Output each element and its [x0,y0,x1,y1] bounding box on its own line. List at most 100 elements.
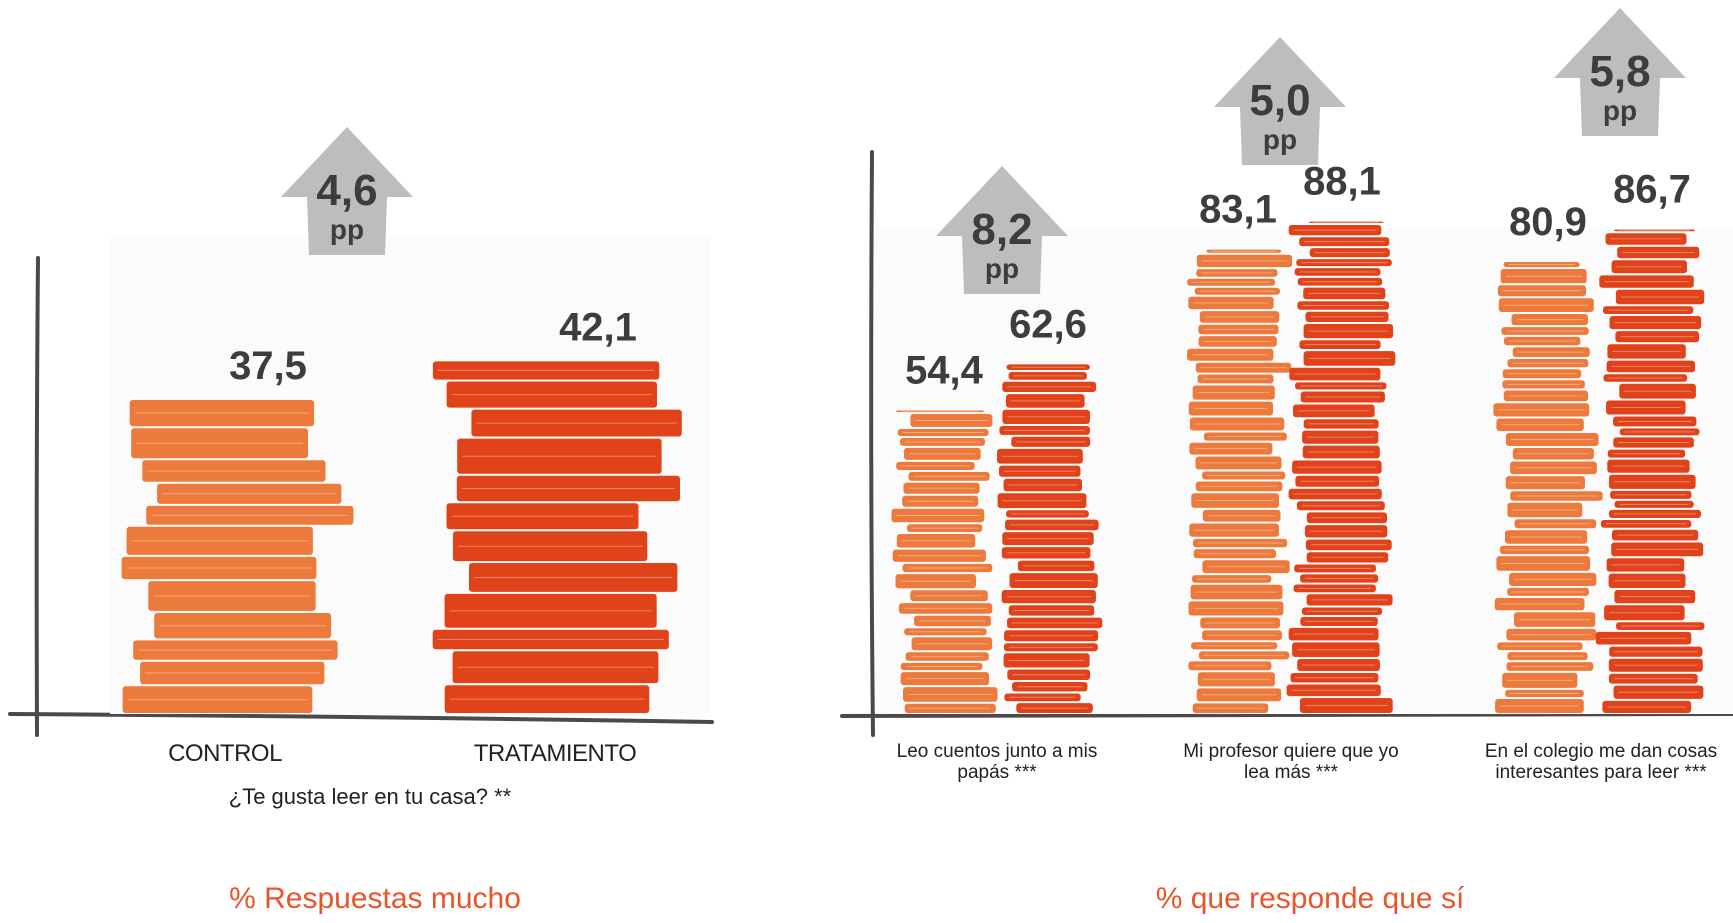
right-value-label-2-1: 86,7 [1613,167,1691,211]
right-bar-group2-series0-book [1499,545,1589,555]
right-bar-group1-series1-book [1294,564,1376,573]
right-bar-group1-series1-book [1293,584,1376,593]
right-bar-group1-series1-book [1308,221,1384,223]
right-bar-group1-series1-book [1288,488,1382,500]
right-bar-group2-series1-book [1610,490,1692,499]
right-bar-group0-series1-book [1004,693,1081,702]
right-bar-group0-series1-book [999,426,1090,435]
right-diff-arrow-1-value: 5,0 [1249,76,1310,125]
right-bar-group1-series0-book [1192,385,1275,400]
right-bar-group1-series1-book [1305,539,1392,551]
right-bar-group2-series1-book [1612,529,1699,541]
right-bar-group2-series1-book [1603,374,1688,382]
category-label-mi-profesor-line1: Mi profesor quiere que yo [1183,741,1399,762]
left-chart: 37,5 42,1 4,6pp [8,127,714,737]
left-bar-tratamiento-book [446,381,657,408]
left-bar-tratamiento-book [469,563,678,592]
right-bar-group0-series0-book [892,549,986,562]
right-bar-group0-series1-book [1003,653,1090,668]
right-bar-group2-series0-book [1497,642,1583,651]
right-bar-group2-series0-book [1503,390,1588,402]
right-bar-group1-series0-book [1206,249,1282,253]
right-bar-group1-series1-book [1306,594,1393,606]
right-bar-group2-series1-book [1607,344,1686,359]
right-bar-group2-series1-book [1606,360,1695,373]
left-bar-control-book [121,556,317,580]
right-bar-group0-series1-book [1004,630,1099,642]
right-bar-group1-series0-book [1198,651,1290,660]
left-y-axis [34,256,40,737]
left-bar-control-book [131,428,308,459]
left-bar-control-book [157,483,342,504]
right-bar-group1-series0-book [1187,348,1274,361]
left-diff-arrow: 4,6pp [281,127,413,255]
right-bar-group1-series0-book [1202,509,1281,522]
right-bar-group0-series1 [997,364,1103,713]
right-bar-group1-series1-book [1299,340,1381,349]
right-bar-group1-series0-book [1195,481,1283,492]
right-bar-group2-series0-book [1505,530,1588,544]
right-bar-group1-series0-book [1195,362,1292,373]
right-bar-group2-series1-book [1608,509,1701,518]
right-bar-group1-series0-book [1191,493,1279,508]
left-bar-tratamiento-book [444,685,650,713]
right-bar-group1-series1-book [1300,617,1378,626]
right-bar-group2-series1-book [1595,631,1692,645]
right-bar-group0-series1-book [1002,381,1097,392]
right-bar-group2-series1-book [1608,673,1698,684]
right-bar-group2-series0-book [1507,652,1588,661]
left-bar-tratamiento-book [471,409,682,437]
right-footer: % que responde que sí [1100,882,1520,916]
right-bar-group1-series0-book [1191,642,1278,650]
right-bar-group2-series0-book [1502,672,1578,688]
right-bar-group2-series1-book [1599,275,1694,288]
right-bar-group2-series0-book [1498,298,1594,312]
right-bar-group1-series0-book [1192,703,1269,713]
right-bar-group2-series1-book [1613,437,1694,448]
right-bar-group2-series0-book [1512,448,1594,460]
right-bar-group1-series0-book [1197,374,1274,384]
right-value-label-1-0: 83,1 [1199,188,1277,232]
right-bar-group1-series1-book [1303,419,1379,429]
right-bar-group0-series0-book [891,508,985,523]
right-diff-arrow-0: 8,2pp [936,166,1068,294]
right-bar-group0-series1-book [997,448,1083,464]
right-bar-group0-series1-book [1006,364,1090,370]
right-bar-group2-series0-book [1496,418,1584,431]
right-bar-group1-series1-book [1289,367,1381,381]
right-bar-group0-series0-book [900,672,990,686]
category-label-mi-profesor: Mi profesor quiere que yo lea más *** [1161,741,1421,783]
right-bar-group0-series1-book [1006,510,1089,518]
right-bar-group0-series0-book [907,524,983,532]
right-bar-group1-series1-book [1294,268,1381,276]
right-bar-group1-series1-book [1303,324,1394,339]
right-bar-group0-series0-book [900,662,983,671]
right-bar-group0-series1-book [997,493,1087,509]
right-value-label-0-0: 54,4 [905,348,984,392]
category-label-control-text: CONTROL [168,740,282,767]
left-value-label-0: 37,5 [229,344,307,388]
right-bar-group0-series0-book [903,482,980,494]
right-bar-group2-series1-book [1613,416,1697,427]
right-bar-group0-series0-book [898,603,993,614]
right-diff-arrow-1-shape [1214,37,1346,165]
right-bar-group2-series0-book [1503,262,1580,268]
category-label-leo-cuentos: Leo cuentos junto a mis papás *** [867,741,1127,783]
right-bar-group1-series0-book [1194,287,1280,295]
right-bar-group1-series0-book [1196,688,1282,702]
right-diff-arrow-2-unit: pp [1603,95,1637,126]
right-bar-group0-series0-book [896,461,975,470]
right-bar-group1-series1-book [1288,627,1379,641]
right-value-label-0-1: 62,6 [1009,302,1087,346]
right-bar-group2-series0-book [1507,587,1589,596]
right-bar-group2-series0-book [1502,380,1585,389]
right-bar-group2-series0 [1493,262,1603,713]
left-bar-tratamiento-book [444,593,657,628]
right-bar-group2-series0-book [1506,433,1599,446]
right-bar-group0-series1-book [1007,617,1103,629]
right-bar-group0-series0-book [902,495,979,507]
right-bar-group0-series0-book [910,414,993,427]
right-bar-group0-series0-book [914,615,991,627]
